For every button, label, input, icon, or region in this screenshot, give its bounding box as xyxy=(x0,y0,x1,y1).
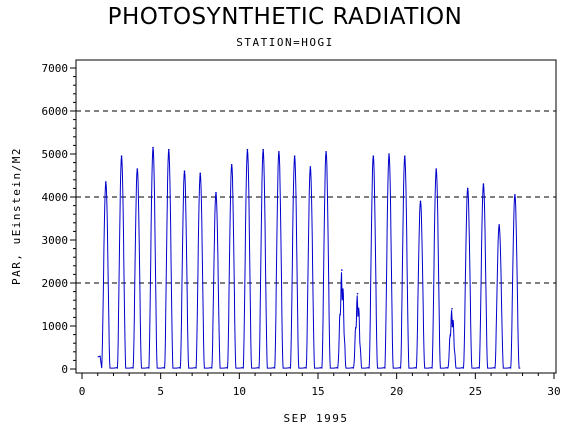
daily-peak-point xyxy=(514,194,516,196)
daily-peak-point xyxy=(120,155,123,157)
daily-peak-point xyxy=(183,170,186,172)
daily-peak-point xyxy=(293,155,296,157)
chart-subtitle: STATION=HOGI xyxy=(236,36,334,49)
daily-peak-point xyxy=(136,168,139,170)
y-tick-label: 5000 xyxy=(42,148,69,161)
y-axis-label: PAR, uEinstein/M2 xyxy=(10,147,23,285)
daily-peak-point xyxy=(230,163,233,166)
daily-peak-point xyxy=(246,148,249,151)
par-series-line xyxy=(97,147,521,369)
y-tick-label: 2000 xyxy=(42,277,69,290)
daily-peak-point xyxy=(356,292,359,295)
daily-peak-point xyxy=(372,155,375,157)
y-axis: 0 1000 2000 3000 4000 5000 6000 7000 xyxy=(42,62,76,376)
x-tick-label: 25 xyxy=(469,385,482,398)
daily-peak-point xyxy=(152,146,154,149)
x-tick-label: 0 xyxy=(79,385,86,398)
daily-peak-point xyxy=(403,155,406,157)
x-tick-label: 5 xyxy=(157,385,164,398)
daily-peak-point xyxy=(482,183,485,185)
x-tick-label: 15 xyxy=(311,385,324,398)
daily-peak-point xyxy=(466,187,469,190)
daily-peak-point xyxy=(262,148,264,151)
daily-peak-point xyxy=(325,151,327,153)
plot-frame xyxy=(75,59,557,374)
daily-peak-point xyxy=(419,200,422,203)
y-tick-label: 0 xyxy=(61,363,68,376)
series-group xyxy=(97,146,521,369)
x-tick-label: 10 xyxy=(233,385,246,398)
y-tick-label: 3000 xyxy=(42,234,69,247)
y-tick-label: 6000 xyxy=(42,105,69,118)
x-tick-label: 20 xyxy=(390,385,403,398)
daily-peak-point xyxy=(278,151,280,153)
x-tick-label: 30 xyxy=(547,385,560,398)
y-tick-label: 7000 xyxy=(42,62,69,75)
daily-peak-point xyxy=(388,153,390,155)
daily-peak-point xyxy=(215,191,217,194)
daily-peak-point xyxy=(167,148,170,151)
daily-peak-point xyxy=(105,181,107,183)
chart-title: PHOTOSYNTHETIC RADIATION xyxy=(107,4,463,30)
daily-peak-point xyxy=(309,166,312,168)
y-tick-label: 1000 xyxy=(42,320,69,333)
daily-peak-point xyxy=(435,168,438,170)
daily-peak-point xyxy=(341,269,343,271)
x-axis: 0 5 10 15 20 25 30 xyxy=(79,373,561,398)
daily-peak-point xyxy=(451,308,453,310)
reference-lines xyxy=(76,110,556,284)
daily-peak-point xyxy=(199,172,202,175)
y-tick-label: 4000 xyxy=(42,191,69,204)
x-axis-label: SEP 1995 xyxy=(284,412,349,425)
daily-peak-point xyxy=(498,224,500,226)
